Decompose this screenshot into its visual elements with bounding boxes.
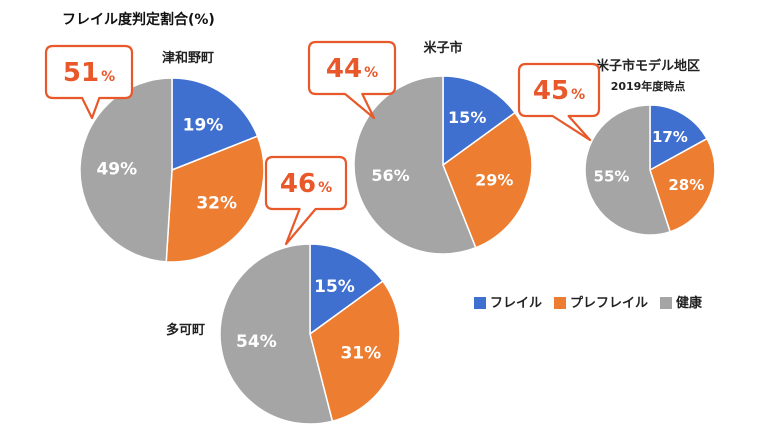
legend-swatch <box>474 297 486 309</box>
slice-value-label: 56% <box>371 166 409 185</box>
callout-border <box>44 44 134 120</box>
pie-slice-frail <box>171 77 259 172</box>
pie-slice-prefrail <box>165 135 265 263</box>
pie-1: 津和野町 19% 32% 49% 51% <box>44 44 265 263</box>
callout-value: 46% <box>280 169 332 199</box>
slice-value-label: 15% <box>314 277 355 297</box>
pie-slice-health <box>219 243 334 425</box>
pie-slice-frail <box>442 75 517 167</box>
slice-value-label: 28% <box>668 176 704 194</box>
pie-charts: 津和野町 19% 32% 49% 51 % 米子市 15% 29% 56% 44% 米子市モデル地区 2… <box>44 40 716 425</box>
slice-value-label: 31% <box>340 343 381 363</box>
pie-slice-health <box>584 104 672 236</box>
pie-3: 米子市モデル地区 2019年度時点 17% 28% 55% 45% <box>517 58 716 236</box>
slice-value-label: 55% <box>594 168 630 186</box>
region-label: 米子市 <box>423 40 462 56</box>
callout-bubble: 45% <box>517 62 601 142</box>
slice-value-label: 17% <box>652 128 688 146</box>
callout-border <box>307 40 397 120</box>
slice-value-label: 32% <box>196 194 237 214</box>
callout-bubble: 46% <box>264 155 348 246</box>
legend-item-2: プレフレイル <box>554 296 648 311</box>
legend-label: フレイル <box>490 296 542 311</box>
slice-value-label: 29% <box>475 171 513 190</box>
slice-value-label: 19% <box>183 116 224 136</box>
callout-value: 45% <box>533 76 585 106</box>
region-label: 多可町 <box>166 322 205 338</box>
region-label: 米子市モデル地区 <box>596 58 700 74</box>
slice-value-label: 15% <box>448 108 486 127</box>
region-subtitle: 2019年度時点 <box>611 79 686 93</box>
pie-2: 米子市 15% 29% 56% 44% <box>307 40 533 255</box>
callout-border <box>517 62 601 142</box>
pie-slice-frail <box>309 243 384 336</box>
legend-swatch <box>660 297 672 309</box>
legend-item-3: 健康 <box>660 295 703 311</box>
slice-value-label: 49% <box>96 159 137 179</box>
callout-bubble: 44% <box>307 40 397 120</box>
pie-slice-prefrail <box>649 137 716 233</box>
legend-item-1: フレイル <box>474 296 542 311</box>
pie-slice-prefrail <box>442 111 533 249</box>
legend-swatch <box>554 297 566 309</box>
region-label: 津和野町 <box>162 50 214 66</box>
callout-bubble: 51% <box>44 44 134 120</box>
callout-value: 51% <box>63 58 115 88</box>
pie-slice-frail <box>649 104 708 172</box>
legend-label: 健康 <box>676 295 703 311</box>
pie-slice-prefrail <box>309 280 401 423</box>
chart-title: フレイル度判定割合(%) <box>62 11 215 28</box>
pie-4: 多可町 15% 31% 54% 46% <box>166 155 401 425</box>
legend-label: プレフレイル <box>570 296 648 311</box>
callout-value: 44% <box>326 54 378 84</box>
pie-slice-health <box>353 75 477 255</box>
legend: フレイル プレフレイル 健康 <box>474 295 703 311</box>
pie-slice-health <box>79 77 173 263</box>
slice-value-label: 54% <box>236 332 277 352</box>
callout-border <box>264 155 348 246</box>
